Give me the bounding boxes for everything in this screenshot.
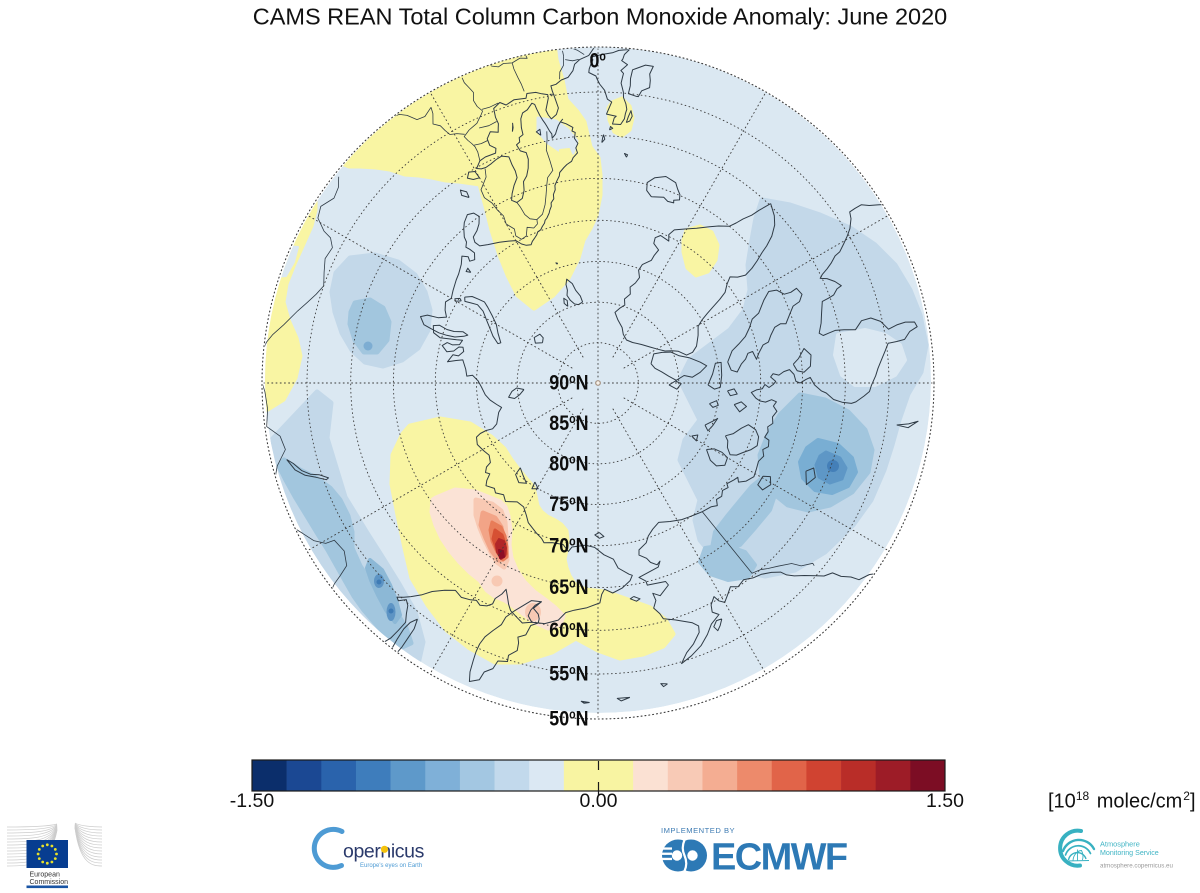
svg-text:Monitoring Service: Monitoring Service (1100, 849, 1159, 857)
svg-text:Europe's eyes on Earth: Europe's eyes on Earth (360, 863, 422, 869)
svg-text:60oN: 60oN (549, 619, 588, 643)
svg-text:atmosphere.copernicus.eu: atmosphere.copernicus.eu (1100, 863, 1173, 870)
svg-text:CAMS REAN Total Column Carbon: CAMS REAN Total Column Carbon Monoxide A… (253, 4, 947, 30)
svg-text:Commission: Commission (30, 879, 69, 886)
svg-text:75oN: 75oN (549, 493, 588, 517)
svg-text:[1018 molec/cm2]: [1018 molec/cm2] (1048, 789, 1196, 813)
svg-text:IMPLEMENTED BY: IMPLEMENTED BY (661, 826, 735, 835)
svg-text:0.00: 0.00 (580, 790, 618, 812)
svg-text:55oN: 55oN (549, 662, 588, 686)
svg-text:European: European (30, 872, 60, 879)
svg-text:50oN: 50oN (549, 707, 588, 731)
svg-text:80oN: 80oN (549, 452, 588, 476)
svg-text:70oN: 70oN (549, 534, 588, 558)
svg-text:ECMWF: ECMWF (711, 837, 847, 879)
svg-text:-1.50: -1.50 (230, 790, 275, 812)
svg-text:90oN: 90oN (549, 371, 588, 395)
svg-text:85oN: 85oN (549, 412, 588, 436)
svg-text:65oN: 65oN (549, 576, 588, 600)
svg-text:Atmosphere: Atmosphere (1100, 840, 1140, 849)
svg-text:1.50: 1.50 (926, 790, 964, 812)
